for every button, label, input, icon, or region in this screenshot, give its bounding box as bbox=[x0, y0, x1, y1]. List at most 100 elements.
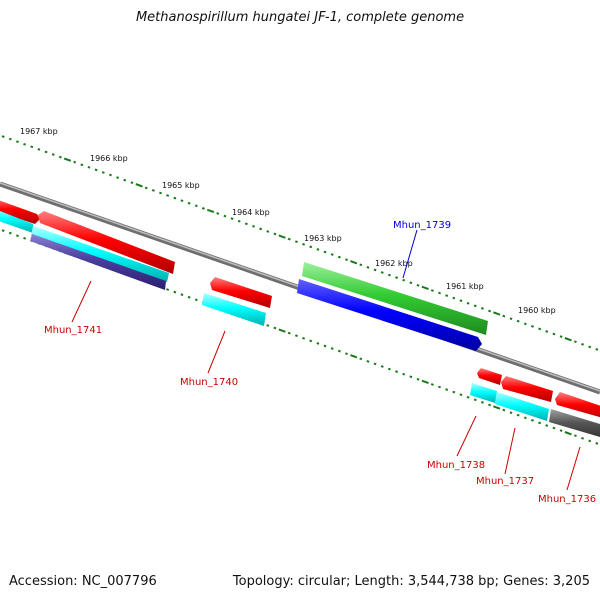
scale-ticks-outer bbox=[1, 135, 599, 351]
feature-cyan bbox=[495, 392, 549, 421]
minor-tick bbox=[595, 442, 599, 445]
minor-tick bbox=[273, 326, 277, 330]
minor-tick bbox=[294, 334, 298, 338]
gene-label-mhun-1736: Mhun_1736 bbox=[538, 494, 596, 505]
kbp-label: 1962 kbp bbox=[375, 259, 413, 268]
major-tick bbox=[493, 311, 501, 316]
minor-tick bbox=[452, 296, 456, 300]
minor-tick bbox=[573, 340, 577, 344]
minor-tick bbox=[538, 327, 542, 331]
minor-tick bbox=[144, 186, 148, 190]
genome-summary: Topology: circular; Length: 3,544,738 bp… bbox=[232, 574, 590, 589]
minor-tick bbox=[387, 367, 391, 371]
minor-tick bbox=[323, 344, 327, 348]
minor-tick bbox=[530, 418, 534, 422]
minor-tick bbox=[516, 319, 520, 323]
label-leaders bbox=[71, 229, 581, 491]
minor-tick bbox=[273, 232, 277, 236]
major-tick bbox=[350, 260, 358, 265]
feature-purple bbox=[30, 234, 166, 290]
minor-tick bbox=[509, 317, 513, 321]
minor-tick bbox=[287, 237, 291, 241]
minor-tick bbox=[409, 281, 413, 285]
kbp-label: 1966 kbp bbox=[90, 154, 128, 163]
minor-tick bbox=[216, 212, 220, 215]
feature-red bbox=[0, 200, 40, 224]
gene-label-mhun-1739: Mhun_1739 bbox=[393, 220, 451, 231]
minor-tick bbox=[409, 375, 413, 379]
minor-tick bbox=[509, 411, 513, 415]
minor-tick bbox=[302, 336, 306, 340]
minor-tick bbox=[380, 365, 384, 368]
minor-tick bbox=[395, 370, 399, 373]
minor-tick bbox=[345, 258, 348, 262]
kbp-label: 1964 kbp bbox=[232, 208, 270, 217]
minor-tick bbox=[23, 142, 27, 146]
minor-tick bbox=[366, 360, 370, 363]
minor-tick bbox=[373, 362, 377, 366]
minor-tick bbox=[252, 224, 255, 228]
major-tick bbox=[493, 405, 501, 410]
gene-label-mhun-1740: Mhun_1740 bbox=[180, 377, 238, 388]
minor-tick bbox=[473, 398, 477, 402]
minor-tick bbox=[309, 245, 313, 249]
minor-tick bbox=[244, 222, 248, 226]
minor-tick bbox=[187, 295, 191, 299]
minor-tick bbox=[459, 393, 463, 397]
minor-tick bbox=[345, 352, 348, 356]
minor-tick bbox=[559, 335, 563, 338]
minor-tick bbox=[51, 153, 55, 156]
minor-tick bbox=[573, 434, 577, 438]
minor-tick bbox=[366, 266, 370, 269]
minor-tick bbox=[438, 291, 441, 295]
minor-tick bbox=[173, 290, 177, 294]
minor-tick bbox=[294, 240, 298, 244]
minor-tick bbox=[473, 304, 477, 308]
minor-tick bbox=[402, 372, 406, 376]
minor-tick bbox=[80, 163, 84, 167]
minor-tick bbox=[237, 219, 241, 223]
minor-tick bbox=[466, 301, 470, 305]
minor-tick bbox=[58, 155, 62, 159]
minor-tick bbox=[552, 426, 556, 430]
minor-tick bbox=[108, 173, 112, 177]
feature-red bbox=[555, 392, 600, 418]
minor-tick bbox=[330, 347, 334, 350]
minor-tick bbox=[581, 436, 585, 440]
minor-tick bbox=[187, 201, 191, 205]
minor-tick bbox=[416, 377, 420, 381]
features bbox=[0, 200, 600, 438]
minor-tick bbox=[123, 178, 127, 182]
minor-tick bbox=[545, 424, 549, 427]
minor-tick bbox=[287, 331, 291, 335]
accession-label: Accession: NC_007796 bbox=[9, 574, 157, 589]
minor-tick bbox=[1, 229, 5, 232]
minor-tick bbox=[445, 388, 449, 391]
minor-tick bbox=[416, 283, 420, 287]
minor-tick bbox=[438, 385, 441, 389]
minor-tick bbox=[488, 309, 492, 313]
minor-tick bbox=[44, 150, 48, 154]
minor-tick bbox=[559, 429, 563, 432]
minor-tick bbox=[430, 289, 434, 292]
minor-tick bbox=[480, 307, 484, 310]
minor-tick bbox=[530, 324, 534, 328]
minor-tick bbox=[94, 168, 98, 172]
minor-tick bbox=[30, 145, 34, 149]
minor-tick bbox=[502, 408, 506, 412]
minor-tick bbox=[266, 324, 270, 327]
minor-tick bbox=[159, 191, 162, 195]
minor-tick bbox=[588, 345, 592, 349]
minor-tick bbox=[116, 176, 120, 179]
minor-tick bbox=[373, 268, 377, 272]
major-tick bbox=[278, 328, 286, 333]
minor-tick bbox=[466, 395, 470, 399]
minor-tick bbox=[430, 383, 434, 386]
minor-tick bbox=[266, 230, 270, 233]
minor-tick bbox=[323, 250, 327, 254]
major-tick bbox=[206, 208, 215, 214]
feature-cyan bbox=[31, 226, 169, 282]
feature-gray bbox=[549, 409, 600, 438]
minor-tick bbox=[337, 255, 341, 259]
